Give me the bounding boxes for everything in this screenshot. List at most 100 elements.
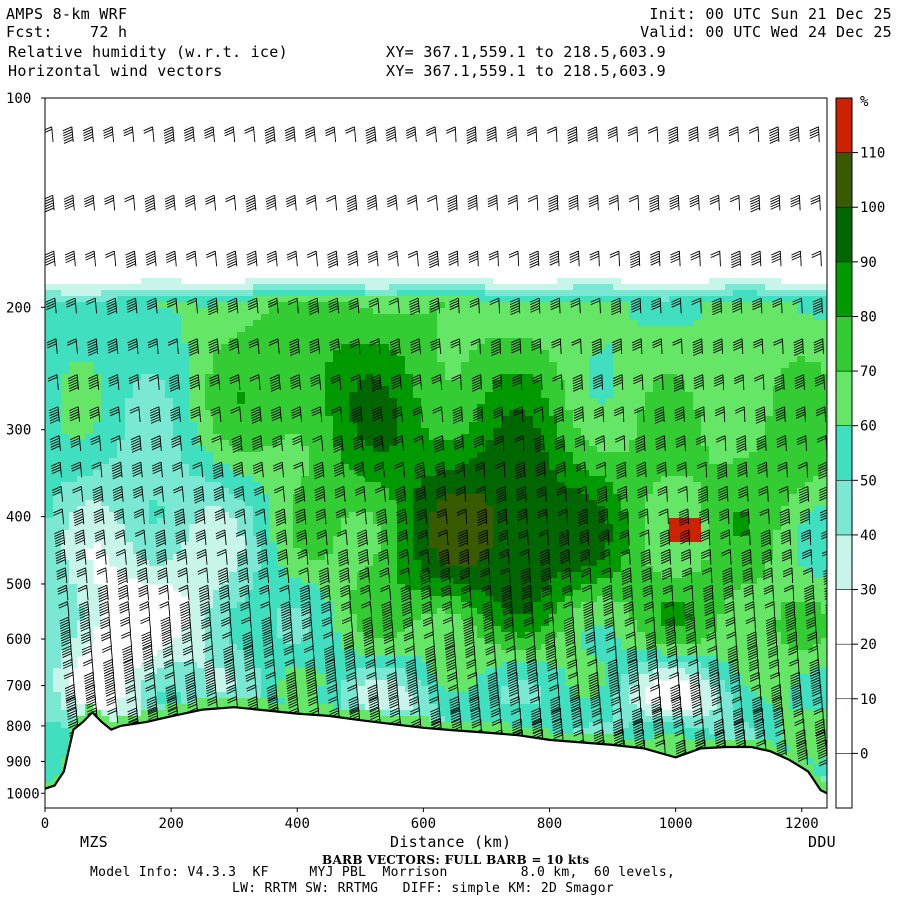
wind-barb	[655, 739, 666, 756]
wind-barb	[267, 297, 279, 314]
wind-barb	[178, 584, 190, 601]
wind-barb	[168, 374, 180, 392]
wind-barb	[215, 529, 227, 546]
wind-barb	[349, 338, 361, 355]
wind-barb	[730, 250, 742, 269]
wind-barb	[360, 584, 372, 601]
wind-barb	[423, 631, 435, 648]
wind-barb	[89, 406, 101, 422]
wind-barb	[516, 486, 527, 502]
wind-barb	[755, 406, 766, 424]
wind-barb	[425, 659, 437, 675]
wind-barb	[522, 601, 533, 617]
wind-barb	[675, 435, 686, 451]
wind-barb	[646, 645, 658, 662]
wind-barb	[571, 707, 582, 724]
wind-barb	[143, 659, 155, 675]
wind-barb	[531, 707, 542, 726]
wind-barb	[65, 297, 77, 314]
wind-barb	[511, 718, 523, 737]
wind-barb	[71, 461, 83, 478]
wind-barb	[140, 616, 152, 633]
wind-barb	[644, 616, 656, 633]
wind-barb	[517, 508, 528, 525]
wind-barb	[278, 567, 290, 584]
wind-barb	[725, 616, 736, 633]
wind-barb	[344, 645, 356, 662]
wind-barb	[147, 338, 159, 355]
wind-barb	[460, 584, 472, 601]
wind-barb	[706, 631, 717, 648]
wind-barb	[551, 338, 562, 355]
wind-barb	[205, 194, 217, 211]
wind-barb	[805, 601, 816, 617]
wind-barb	[613, 406, 625, 422]
wind-barb	[326, 194, 338, 211]
wind-barb	[753, 338, 764, 355]
wind-barb	[760, 529, 771, 547]
wind-barb	[662, 584, 674, 601]
wind-barb	[712, 338, 724, 355]
wind-barb	[75, 549, 87, 565]
wind-barb	[354, 486, 366, 502]
wind-barb	[617, 486, 628, 502]
wind-barb	[186, 696, 198, 712]
wind-barb	[807, 631, 818, 648]
wind-barb	[590, 297, 601, 314]
wind-barb	[592, 718, 603, 735]
wind-barb	[469, 297, 480, 314]
wind-barb	[665, 631, 677, 648]
wind-barb	[227, 297, 239, 314]
wind-barb	[501, 584, 512, 603]
wind-barb	[656, 461, 667, 478]
wind-barb	[367, 250, 379, 267]
wind-barb	[690, 250, 701, 267]
wind-barb	[596, 486, 608, 504]
wind-barb	[599, 529, 610, 546]
wind-barb	[149, 406, 161, 424]
wind-barb	[357, 549, 369, 565]
wind-barb	[209, 374, 221, 390]
wind-barb	[55, 549, 67, 565]
wind-barb	[311, 406, 323, 422]
wind-barb	[414, 461, 426, 480]
wind-barb	[263, 645, 275, 662]
wind-barb	[569, 684, 580, 702]
wind-barb	[267, 696, 279, 712]
wind-barb	[619, 529, 630, 546]
wind-barb	[285, 194, 297, 211]
wind-barb	[534, 435, 545, 453]
wind-barb	[165, 250, 177, 267]
wind-barb	[503, 616, 514, 633]
wind-barb	[306, 684, 318, 700]
wind-barb	[612, 374, 624, 390]
wind-barb	[479, 549, 490, 565]
wind-barb	[295, 508, 307, 525]
wind-barb	[709, 194, 720, 211]
wind-barb	[52, 486, 64, 502]
wind-barb	[712, 707, 723, 724]
wind-barb	[773, 338, 784, 355]
wind-barb	[817, 461, 827, 480]
wind-barb	[86, 297, 98, 314]
wind-barb	[816, 739, 827, 756]
wind-barb	[446, 126, 457, 142]
x-tick-label: 200	[158, 816, 183, 832]
wind-barb	[669, 194, 680, 211]
wind-barb	[211, 435, 223, 451]
wind-barb	[707, 645, 718, 662]
wind-barb	[542, 601, 554, 617]
wind-barb	[166, 696, 178, 712]
wind-barb	[811, 684, 822, 700]
forecast-label: Fcst:	[6, 23, 53, 41]
wind-barb	[430, 338, 442, 355]
wind-barb	[468, 250, 479, 267]
wind-barb	[262, 631, 274, 648]
wind-barb	[539, 549, 550, 567]
wind-barb	[133, 508, 145, 525]
wind-barb	[481, 584, 492, 601]
wind-barb	[486, 126, 497, 142]
wind-barb	[808, 645, 819, 662]
wind-barb	[434, 461, 446, 478]
wind-barb	[482, 601, 493, 619]
